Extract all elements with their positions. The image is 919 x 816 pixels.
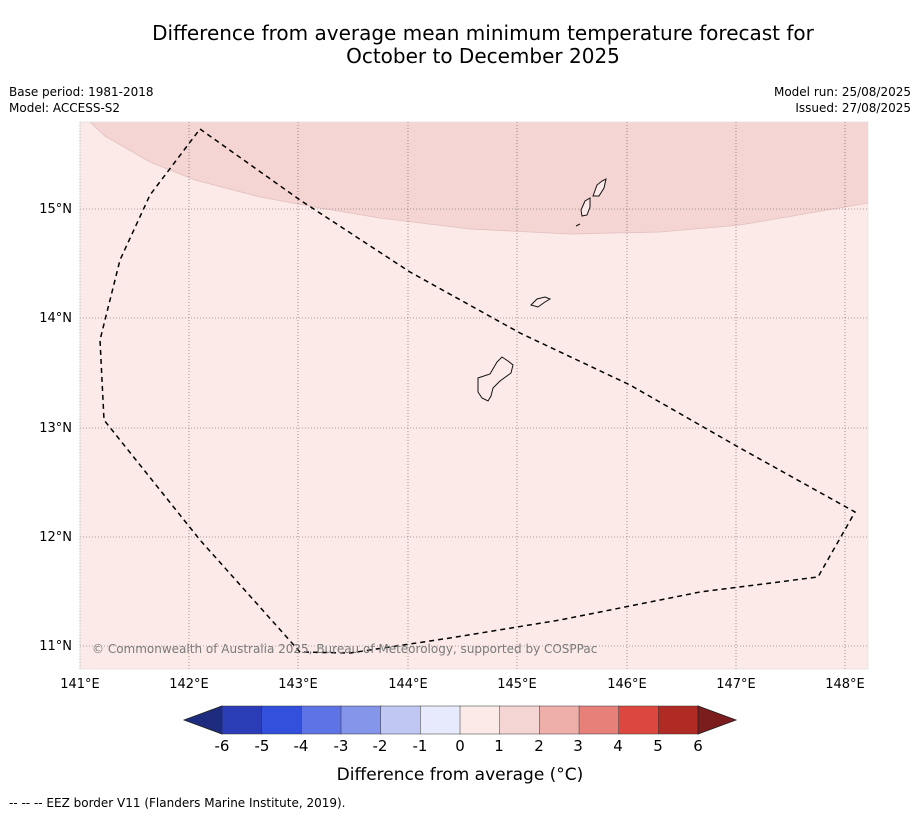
lon-label: 145°E: [497, 677, 537, 692]
colorbar-segment: [380, 705, 422, 735]
colorbar-tick: -2: [373, 737, 388, 755]
lat-label: 11°N: [39, 639, 72, 654]
colorbar-segment: [499, 705, 541, 735]
island-rota: [530, 296, 552, 308]
lon-label: 146°E: [607, 677, 647, 692]
colorbar-segment: [261, 705, 303, 735]
longitude-labels: 141°E 142°E 143°E 144°E 145°E 146°E 147°…: [60, 677, 865, 692]
eez-border: [99, 127, 857, 654]
lon-label: 141°E: [60, 677, 100, 692]
lon-label: 142°E: [169, 677, 209, 692]
colorbar-segment: [221, 705, 263, 735]
island-tinian: [580, 197, 591, 217]
colorbar-tick: 3: [573, 737, 583, 755]
colorbar-segment: [658, 705, 699, 735]
lat-label: 14°N: [39, 311, 72, 326]
map-frame: [79, 121, 869, 670]
lat-label: 12°N: [39, 530, 72, 545]
islands: [477, 178, 607, 402]
colorbar-tick: 6: [693, 737, 703, 755]
meta-right: Model run: 25/08/2025 Issued: 27/08/2025: [774, 84, 911, 116]
colorbar-tick: -5: [255, 737, 270, 755]
colorbar-arrow-low: [182, 705, 223, 735]
lat-label: 15°N: [39, 202, 72, 217]
colorbar-tick: -3: [334, 737, 349, 755]
title-line-2: October to December 2025: [346, 44, 620, 68]
lon-label: 148°E: [825, 677, 865, 692]
lat-label: 13°N: [39, 421, 72, 436]
colorbar-label: Difference from average (°C): [337, 765, 584, 785]
colorbar-segment: [539, 705, 580, 735]
lon-label: 143°E: [278, 677, 318, 692]
colorbar-tick: -1: [413, 737, 428, 755]
base-period: Base period: 1981-2018: [9, 85, 154, 99]
anomaly-band-edge: [89, 122, 868, 235]
title-line-1: Difference from average mean minimum tem…: [152, 21, 814, 45]
colorbar-tick: 1: [494, 737, 504, 755]
island-guam: [477, 356, 514, 402]
island-aguijan: [575, 223, 581, 227]
colorbar-tick: 0: [455, 737, 465, 755]
model-name: Model: ACCESS-S2: [9, 101, 121, 115]
colorbar-ticks: -6 -5 -4 -3 -2 -1 0 1 2 3 4 5 6: [215, 737, 703, 755]
issued-date: Issued: 27/08/2025: [795, 101, 911, 115]
colorbar-segment: [618, 705, 660, 735]
colorbar-tick: -4: [294, 737, 309, 755]
eez-legend: -- -- -- EEZ border V11 (Flanders Marine…: [9, 796, 346, 810]
colorbar: [182, 705, 738, 735]
colorbar-tick: 2: [534, 737, 544, 755]
colorbar-segment: [459, 705, 501, 735]
lon-label: 147°E: [716, 677, 756, 692]
map-title: Difference from average mean minimum tem…: [0, 22, 919, 68]
model-run: Model run: 25/08/2025: [773, 85, 911, 99]
lon-label: 144°E: [388, 677, 428, 692]
anomaly-band-1-2: [90, 122, 868, 234]
colorbar-tick: -6: [215, 737, 230, 755]
colorbar-segment: [340, 705, 382, 735]
colorbar-segment: [578, 705, 620, 735]
meta-left: Base period: 1981-2018 Model: ACCESS-S2: [9, 84, 154, 116]
colorbar-tick: 5: [653, 737, 663, 755]
colorbar-tick: 4: [613, 737, 623, 755]
latitude-labels: 15°N 14°N 13°N 12°N 11°N: [39, 202, 72, 654]
colorbar-arrow-high: [697, 705, 738, 735]
island-saipan: [592, 178, 607, 197]
colorbar-segment: [420, 705, 461, 735]
copyright-text: © Commonwealth of Australia 2025, Bureau…: [92, 642, 597, 656]
colorbar-segment: [301, 705, 342, 735]
